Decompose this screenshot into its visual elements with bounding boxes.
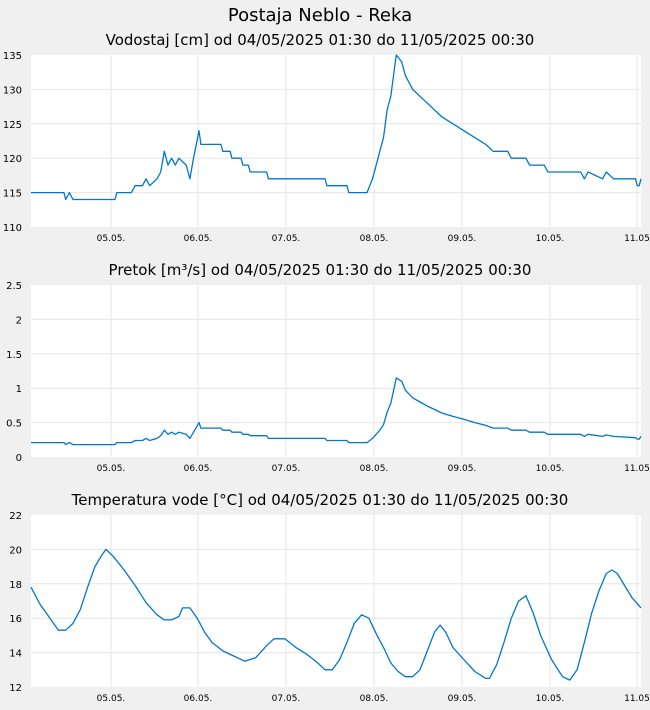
chart-panels: Vodostaj [cm] od 04/05/2025 01:30 do 11/… [3,31,650,704]
series-line [31,54,642,201]
x-tick-label: 09.05. [448,234,477,244]
x-tick-label: 10.05. [536,234,565,244]
y-tick-label: 12 [9,683,22,694]
x-tick-label: 10.05. [536,464,565,474]
x-tick-label: 06.05. [184,464,213,474]
chart-panel: Vodostaj [cm] od 04/05/2025 01:30 do 11/… [3,31,650,244]
y-tick-label: 2 [16,315,22,326]
y-tick-label: 1 [16,384,22,395]
y-tick-label: 22 [9,511,22,522]
x-tick-label: 08.05. [360,234,389,244]
y-tick-label: 20 [9,545,22,556]
y-tick-label: 1.5 [6,350,22,361]
x-tick-label: 07.05. [272,234,301,244]
chart-title: Pretok [m³/s] od 04/05/2025 01:30 do 11/… [109,261,532,279]
x-tick-label: 09.05. [448,694,477,704]
y-tick-label: 120 [3,154,22,165]
chart-panel: Temperatura vode [°C] od 04/05/2025 01:3… [9,491,650,704]
chart-panel: Pretok [m³/s] od 04/05/2025 01:30 do 11/… [6,261,650,474]
x-tick-label: 11.05 [624,234,650,244]
y-tick-label: 135 [3,51,22,62]
x-tick-label: 05.05. [97,234,126,244]
y-tick-label: 110 [3,223,22,234]
y-tick-label: 14 [9,649,22,660]
page-title: Postaja Neblo - Reka [228,5,412,26]
chart-title: Vodostaj [cm] od 04/05/2025 01:30 do 11/… [106,31,535,49]
x-tick-label: 07.05. [272,694,301,704]
x-tick-label: 05.05. [97,464,126,474]
y-tick-label: 130 [3,85,22,96]
x-tick-label: 09.05. [448,464,477,474]
x-tick-label: 11.05 [624,694,650,704]
x-tick-label: 11.05 [624,464,650,474]
x-tick-label: 08.05. [360,464,389,474]
y-tick-label: 115 [3,189,22,200]
x-tick-label: 10.05. [536,694,565,704]
y-tick-label: 2.5 [6,281,22,292]
series-line [30,548,642,681]
y-tick-label: 18 [9,580,22,591]
y-tick-label: 16 [9,614,22,625]
plot-area [31,285,641,457]
x-tick-label: 05.05. [97,694,126,704]
chart-title: Temperatura vode [°C] od 04/05/2025 01:3… [71,491,569,509]
y-tick-label: 0.5 [6,419,22,430]
y-tick-label: 0 [16,453,22,464]
x-tick-label: 08.05. [360,694,389,704]
x-tick-label: 06.05. [184,234,213,244]
x-tick-label: 06.05. [184,694,213,704]
series-line [31,377,642,446]
y-tick-label: 125 [3,120,22,131]
plot-area [31,515,641,687]
x-tick-label: 07.05. [272,464,301,474]
plot-area [31,55,641,227]
